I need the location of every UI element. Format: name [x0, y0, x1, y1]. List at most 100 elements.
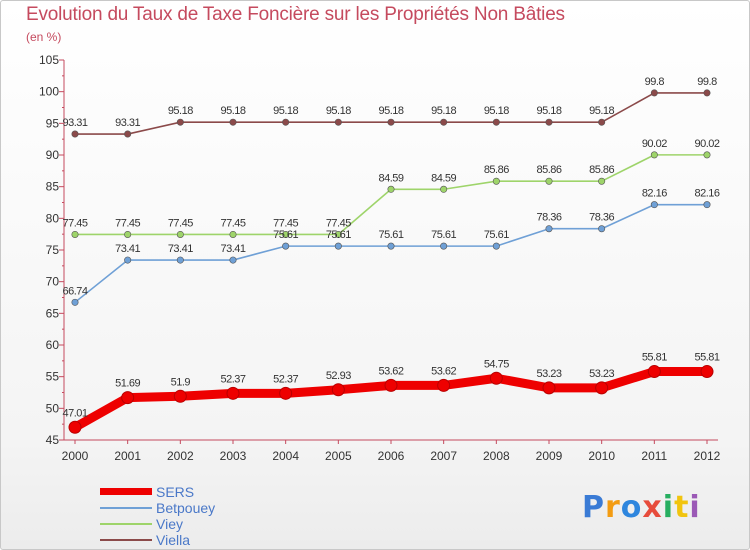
legend-label-viella: Viella	[156, 532, 190, 548]
data-point-viella	[545, 118, 553, 126]
logo-letter: o	[620, 490, 643, 525]
data-point-viella	[176, 118, 184, 126]
data-point-sers	[542, 381, 556, 395]
data-point-viey	[545, 177, 553, 185]
x-tick-label: 2001	[114, 449, 141, 463]
data-label-sers: 54.75	[484, 358, 509, 370]
data-label-viella: 95.18	[484, 105, 509, 117]
data-label-sers: 52.93	[326, 370, 351, 382]
data-label-viey: 77.45	[62, 217, 87, 229]
data-label-betpouey: 75.61	[484, 229, 509, 241]
data-label-sers: 55.81	[694, 352, 719, 364]
data-point-viey	[229, 230, 237, 238]
data-point-viella	[387, 118, 395, 126]
data-label-viey: 77.45	[326, 217, 351, 229]
data-label-viella: 99.8	[697, 76, 717, 88]
proxiti-logo: Proxiti	[582, 490, 701, 525]
data-label-viey: 77.45	[220, 217, 245, 229]
x-tick-label: 2009	[536, 449, 563, 463]
data-point-sers	[121, 391, 135, 405]
data-label-betpouey: 73.41	[115, 243, 140, 255]
logo-letter: i	[662, 490, 675, 525]
data-label-viey: 85.86	[536, 164, 561, 176]
data-label-betpouey: 66.74	[62, 285, 87, 297]
data-point-sers	[489, 371, 503, 385]
data-label-viella: 95.18	[220, 105, 245, 117]
x-tick-label: 2007	[430, 449, 457, 463]
legend-swatch-viella	[100, 539, 152, 541]
data-point-viey	[598, 177, 606, 185]
data-label-sers: 51.69	[115, 378, 140, 390]
logo-letter: t	[674, 490, 690, 525]
data-label-sers: 53.62	[431, 365, 456, 377]
data-label-viey: 85.86	[484, 164, 509, 176]
data-label-viey: 77.45	[168, 217, 193, 229]
data-label-viey: 90.02	[642, 138, 667, 150]
y-tick-label: 55	[46, 370, 60, 384]
data-point-viey	[387, 185, 395, 193]
data-point-viella	[650, 89, 658, 97]
data-point-sers	[595, 381, 609, 395]
x-tick-label: 2008	[483, 449, 510, 463]
data-point-betpouey	[229, 256, 237, 264]
data-point-viella	[71, 130, 79, 138]
data-label-sers: 51.9	[171, 376, 191, 388]
data-point-sers	[331, 383, 345, 397]
data-label-viey: 84.59	[378, 172, 403, 184]
data-label-viella: 95.18	[273, 105, 298, 117]
x-tick-label: 2003	[220, 449, 247, 463]
data-point-viey	[703, 151, 711, 159]
data-point-viella	[440, 118, 448, 126]
data-point-betpouey	[598, 225, 606, 233]
legend-label-betpouey: Betpouey	[156, 500, 216, 516]
data-point-sers	[437, 378, 451, 392]
logo-letter: r	[605, 490, 621, 525]
data-point-sers	[173, 389, 187, 403]
data-label-viella: 95.18	[431, 105, 456, 117]
data-point-viey	[650, 151, 658, 159]
data-label-viella: 93.31	[115, 117, 140, 129]
x-tick-label: 2006	[378, 449, 405, 463]
data-point-betpouey	[440, 242, 448, 250]
data-label-viey: 77.45	[115, 217, 140, 229]
legend-swatch-sers	[100, 488, 152, 495]
data-point-betpouey	[176, 256, 184, 264]
data-label-sers: 53.23	[536, 368, 561, 380]
data-label-viey: 85.86	[589, 164, 614, 176]
data-point-viey	[282, 230, 290, 238]
data-point-viey	[71, 230, 79, 238]
y-tick-label: 100	[39, 85, 59, 99]
data-point-sers	[279, 386, 293, 400]
y-tick-label: 90	[46, 148, 60, 162]
data-label-viella: 95.18	[378, 105, 403, 117]
data-label-betpouey: 73.41	[220, 243, 245, 255]
data-point-sers	[700, 365, 714, 379]
data-point-betpouey	[282, 242, 290, 250]
y-tick-label: 60	[46, 338, 60, 352]
data-label-sers: 53.23	[589, 368, 614, 380]
legend-swatch-viey	[100, 523, 152, 525]
data-label-viella: 95.18	[168, 105, 193, 117]
x-tick-label: 2011	[641, 449, 667, 463]
data-label-sers: 53.62	[378, 365, 403, 377]
data-label-sers: 55.81	[642, 352, 667, 364]
data-point-betpouey	[650, 201, 658, 209]
y-tick-label: 50	[46, 401, 60, 415]
chart-title: Evolution du Taux de Taxe Foncière sur l…	[26, 4, 565, 25]
data-label-viella: 93.31	[62, 117, 87, 129]
data-label-betpouey: 75.61	[326, 229, 351, 241]
legend-label-viey: Viey	[156, 516, 183, 532]
data-label-viey: 84.59	[431, 172, 456, 184]
y-tick-label: 45	[46, 433, 60, 447]
y-tick-label: 75	[46, 243, 60, 257]
data-label-viey: 77.45	[273, 217, 298, 229]
data-label-betpouey: 73.41	[168, 243, 193, 255]
legend-label-sers: SERS	[156, 484, 195, 500]
y-tick-label: 80	[46, 211, 60, 225]
y-tick-label: 105	[39, 53, 59, 67]
data-point-betpouey	[124, 256, 132, 264]
data-label-betpouey: 78.36	[589, 212, 614, 224]
data-point-betpouey	[71, 298, 79, 306]
data-point-betpouey	[334, 242, 342, 250]
